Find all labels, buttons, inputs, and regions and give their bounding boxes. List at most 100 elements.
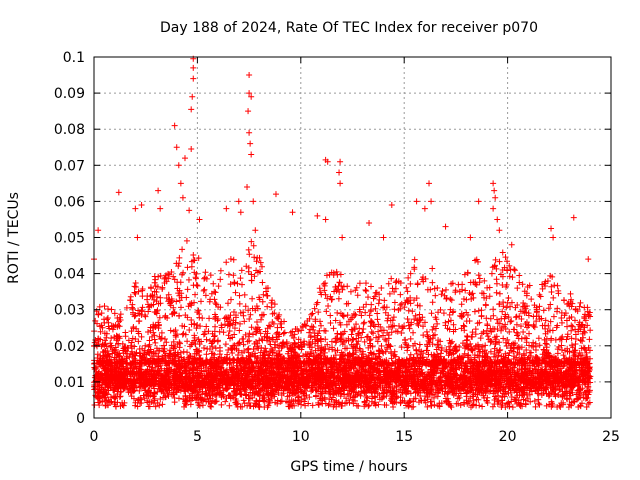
- data-point: [339, 370, 346, 377]
- data-point: [496, 363, 503, 370]
- data-points-layer: [91, 55, 594, 411]
- data-point: [470, 365, 477, 372]
- data-point: [582, 373, 589, 380]
- data-point: [456, 376, 463, 383]
- data-point: [479, 403, 486, 410]
- data-point: [489, 369, 496, 376]
- data-point: [122, 373, 129, 380]
- data-point: [121, 369, 128, 376]
- data-point: [473, 281, 480, 288]
- data-point: [398, 330, 405, 337]
- data-point: [336, 361, 343, 368]
- data-point: [246, 403, 253, 410]
- data-point: [514, 330, 521, 337]
- data-point: [493, 289, 500, 296]
- data-point: [91, 366, 98, 373]
- data-point: [583, 404, 590, 411]
- data-point: [224, 300, 231, 307]
- data-point: [203, 367, 210, 374]
- data-point: [435, 385, 442, 392]
- data-point: [533, 366, 540, 373]
- data-point: [404, 364, 411, 371]
- data-point: [239, 374, 246, 381]
- data-point: [197, 370, 204, 377]
- data-point: [281, 372, 288, 379]
- data-point: [388, 329, 395, 336]
- data-point: [210, 364, 217, 371]
- data-point: [213, 371, 220, 378]
- data-point: [534, 369, 541, 376]
- data-point: [256, 365, 263, 372]
- data-point: [431, 285, 438, 292]
- data-point: [535, 335, 542, 342]
- data-point: [293, 372, 300, 379]
- data-point: [406, 368, 413, 375]
- data-point: [375, 300, 382, 307]
- data-point: [189, 369, 196, 376]
- data-point: [538, 367, 545, 374]
- data-point: [418, 366, 425, 373]
- data-point: [163, 367, 170, 374]
- data-point: [218, 364, 225, 371]
- data-point: [206, 372, 213, 379]
- data-point: [489, 403, 496, 410]
- data-point: [371, 373, 378, 380]
- data-point: [420, 377, 427, 384]
- data-point: [254, 372, 261, 379]
- data-point: [102, 370, 109, 377]
- data-point: [555, 368, 562, 375]
- data-point: [219, 384, 226, 391]
- data-point: [340, 387, 347, 394]
- data-point: [359, 329, 366, 336]
- data-point: [408, 373, 415, 380]
- data-point: [154, 370, 161, 377]
- data-point: [145, 403, 152, 410]
- data-point: [235, 365, 242, 372]
- data-point: [264, 303, 271, 310]
- data-point: [515, 373, 522, 380]
- data-point: [318, 322, 325, 329]
- data-point: [307, 368, 314, 375]
- data-point: [507, 371, 514, 378]
- data-point: [237, 390, 244, 397]
- data-point: [555, 380, 562, 387]
- data-point: [373, 367, 380, 374]
- data-point: [565, 370, 572, 377]
- data-point: [306, 372, 313, 379]
- data-point: [425, 368, 432, 375]
- data-point: [222, 398, 229, 405]
- data-point: [159, 356, 166, 363]
- data-point: [324, 366, 331, 373]
- data-point: [411, 256, 418, 263]
- data-point: [152, 339, 159, 346]
- data-point: [176, 369, 183, 376]
- data-point: [137, 366, 144, 373]
- data-point: [462, 368, 469, 375]
- data-point: [428, 310, 435, 317]
- data-point: [186, 367, 193, 374]
- data-point: [396, 373, 403, 380]
- data-point: [270, 371, 277, 378]
- data-point: [508, 393, 515, 400]
- data-point: [273, 364, 280, 371]
- data-point: [195, 307, 202, 314]
- data-point: [207, 365, 214, 372]
- data-point: [127, 369, 134, 376]
- data-point: [341, 365, 348, 372]
- data-point: [227, 375, 234, 382]
- data-point: [226, 328, 233, 335]
- data-point: [96, 303, 103, 310]
- data-point: [571, 369, 578, 376]
- data-point: [363, 369, 370, 376]
- data-point: [560, 376, 567, 383]
- data-point: [138, 370, 145, 377]
- data-point: [228, 365, 235, 372]
- data-point: [340, 283, 347, 290]
- data-point: [243, 370, 250, 377]
- data-point: [335, 366, 342, 373]
- data-point: [374, 316, 381, 323]
- data-point: [290, 370, 297, 377]
- data-point: [144, 388, 151, 395]
- data-point: [584, 365, 591, 372]
